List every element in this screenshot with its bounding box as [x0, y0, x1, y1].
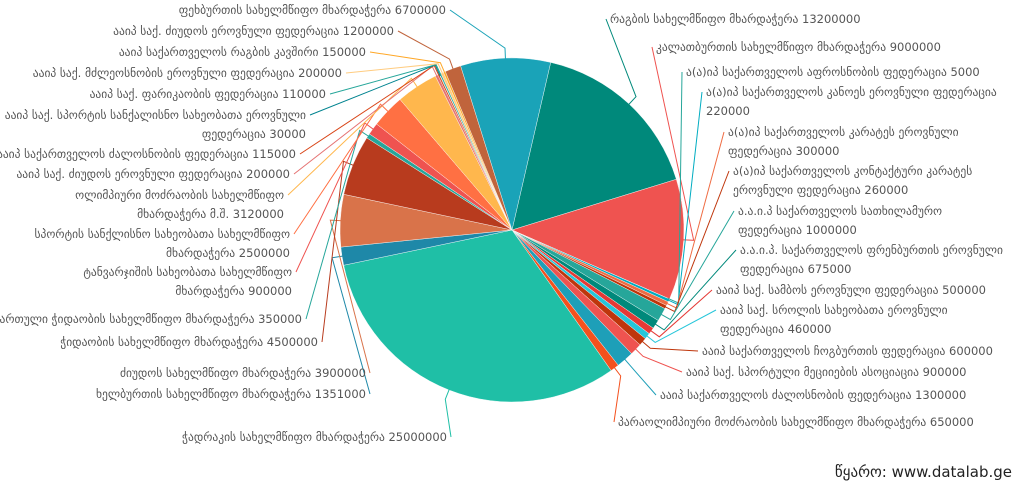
- slice-label-line: ააიპ საქ. სპორტული მეციიების ასოციაცია 9…: [686, 365, 967, 379]
- slice-label-line: ხელბურთის სახელმწიფო მხარდაჭერა 1351000: [96, 387, 366, 401]
- slice-label-line: ა(ა)იპ საქართველოს კარატეს ეროვნული: [728, 125, 959, 139]
- slice-label-line: ჭიდაობის სახელმწიფო მხარდაჭერა 4500000: [60, 335, 318, 349]
- slice-label: ააიპ საქართველოს ჩოგბურთის ფედერაცია 600…: [702, 344, 993, 358]
- slice-label-line: მხარდაჭერა მ.შ. 3120000: [137, 207, 284, 221]
- slice-label-line: ჭადრაკის სახელმწიფო მხარდაჭერა 25000000: [182, 430, 447, 444]
- leader-line: [649, 289, 713, 338]
- slice-label-line: ააიპ საქ. ფარიკაობის ფედერაცია 110000: [90, 87, 326, 101]
- leader-line: [634, 347, 683, 373]
- slice-label-line: ა.ა.ი.პ. საქართველოს ფრენბურთის ეროვნული: [740, 243, 1003, 257]
- leader-line: [329, 64, 442, 95]
- slice-label-line: ააიპ საქართველოს რაგბის კავშირი 150000: [119, 45, 366, 59]
- slice-label: ტანვარჯიშის სახეობათა სახელმწიფო მხარდაჭე…: [83, 265, 292, 298]
- slice-label: ა(ა)იპ საქართველოს აფროსნობის ფედერაცია …: [686, 65, 980, 79]
- leader-line: [444, 388, 452, 438]
- slice-label: ჭადრაკის სახელმწიფო მხარდაჭერა 25000000: [182, 430, 447, 444]
- leader-line: [640, 340, 699, 352]
- slice-label-line: ა(ა)იპ საქართველოს კანოეს ეროვნული ფედერ…: [706, 85, 997, 99]
- leader-line: [653, 249, 737, 331]
- slice-labels: რაგბის სახელმწიფო მხარდაჭერა 13200000 კალ…: [0, 3, 1003, 444]
- slice-label: პარაოლიმპიური მოძრაობის სახელმწიფო მხარდ…: [618, 415, 974, 429]
- slice-label-line: ააიპ საქ. მძლეოსნობის ეროვნული ფედერაცია…: [33, 66, 342, 80]
- slice-label-line: ფედერაცია 30000: [202, 127, 306, 141]
- slice-label: ააიპ საქ. სამბოს ეროვნული ფედერაცია 5000…: [716, 283, 986, 297]
- slice-label-line: ა(ა)იპ საქართველოს აფროსნობის ფედერაცია …: [686, 65, 980, 79]
- slice-label-line: ააიპ საქ. სპორტის სანქალისნო სახეობათა ე…: [5, 108, 306, 122]
- leader-line: [667, 71, 683, 304]
- leader-line: [293, 103, 390, 235]
- slice-label-line: ფეხბურთის სახელმწიფო მხარდაჭერა 6700000: [179, 3, 446, 17]
- leader-lines: [287, 9, 737, 438]
- slice-label-line: 220000: [706, 104, 750, 118]
- slice-label: ააიპ საქ. სროლის სახეობათა ეროვნული ფედერ…: [720, 303, 948, 336]
- slice-label: ააიპ საქართველოს ძალოსნობის ფედერაცია 11…: [0, 147, 296, 161]
- leader-line: [369, 51, 446, 74]
- leader-line: [645, 309, 717, 343]
- slice-label: ააიპ საქ. ძიუდოს ეროვნული ფედერაცია 2000…: [16, 167, 290, 181]
- slice-label: ა(ა)იპ საქართველოს კარატეს ეროვნული ფედერ…: [728, 125, 959, 158]
- slice-label: ააიპ საქ. ფარიკაობის ფედერაცია 110000: [90, 87, 326, 101]
- slice-label: სპორტის სანქლისნო სახეობათა სახელმწიფო მხ…: [35, 227, 290, 260]
- slice-label-line: ფედერაცია 675000: [740, 262, 852, 276]
- leader-line: [605, 18, 637, 106]
- leader-line: [329, 219, 371, 374]
- slice-label-line: პარაოლიმპიური მოძრაობის სახელმწიფო მხარდ…: [618, 415, 974, 429]
- slice-label: ააიპ საქ. მძლეოსნობის ეროვნული ფედერაცია…: [33, 66, 342, 80]
- slice-label-line: ფედერაცია 300000: [728, 144, 840, 158]
- slice-label: რაგბის სახელმწიფო მხარდაჭერა 13200000: [610, 12, 861, 26]
- leader-line: [449, 9, 506, 61]
- slice-label: ფეხბურთის სახელმწიფო მხარდაჭერა 6700000: [179, 3, 446, 17]
- slice-label-line: ააიპ საქართველოს ჩოგბურთის ფედერაცია 600…: [702, 344, 993, 358]
- slice-label: ა.ა.ი.პ. საქართველოს ფრენბურთის ეროვნული…: [740, 243, 1003, 276]
- leader-line: [345, 63, 444, 75]
- slice-label-line: ა.ა.ი.პ საქართველოს სათხილამურო: [738, 204, 942, 218]
- slice-label-line: ქართული ჭიდაობის სახელმწიფო მხარდაჭერა 3…: [0, 312, 302, 326]
- slice-label-line: ფედერაცია 460000: [720, 322, 832, 336]
- slice-label: ააიპ საქ. სპორტის სანქალისნო სახეობათა ე…: [5, 108, 306, 141]
- slice-label: ძიუდოს სახელმწიფო მხარდაჭერა 3900000: [120, 366, 366, 380]
- slice-label-line: ეროვნული ფედერაცია 260000: [733, 183, 908, 197]
- leader-line: [321, 160, 355, 343]
- slice-label-line: ა(ა)იპ საქართველოს კონტაქტური კარატეს: [733, 164, 972, 178]
- leader-line: [613, 366, 622, 423]
- slice-label: ააიპ საქართველოს ძალოსნობის ფედერაცია 13…: [660, 388, 966, 402]
- slice-label-line: ააიპ საქართველოს ძალოსნობის ფედერაცია 11…: [0, 147, 296, 161]
- slice-label-line: ააიპ საქ. სამბოს ეროვნული ფედერაცია 5000…: [716, 283, 986, 297]
- slice-label: ა.ა.ი.პ საქართველოს სათხილამურო ფედერაცია…: [738, 204, 942, 237]
- slice-label-line: რაგბის სახელმწიფო მხარდაჭერა 13200000: [610, 12, 861, 26]
- slice-label-line: ფედერაცია 1000000: [738, 223, 857, 237]
- slice-label: ააიპ საქართველოს რაგბის კავშირი 150000: [119, 45, 366, 59]
- source-label: წყარო: www.datalab.ge: [834, 463, 1012, 481]
- slice-label-line: ოლიმპიური მოძრაობის სახელმწიფო: [75, 188, 284, 202]
- slice-label-line: ააიპ საქართველოს ძალოსნობის ფედერაცია 13…: [660, 388, 966, 402]
- leader-line: [397, 30, 455, 71]
- leader-line: [305, 129, 370, 320]
- leader-line: [659, 210, 735, 321]
- slice-label-line: მხარდაჭერა 900000: [175, 284, 292, 298]
- pie-slices: [339, 57, 685, 403]
- slice-label-line: სპორტის სანქლისნო სახეობათა სახელმწიფო: [35, 227, 290, 241]
- slice-label: ა(ა)იპ საქართველოს კონტაქტური კარატეს ერო…: [733, 164, 972, 197]
- leader-line: [666, 91, 703, 306]
- slice-label: ქართული ჭიდაობის სახელმწიფო მხარდაჭერა 3…: [0, 312, 302, 326]
- leader-line: [287, 77, 419, 196]
- slice-label-line: ააიპ საქ. ძიუდოს ეროვნული ფედერაცია 2000…: [16, 167, 290, 181]
- slice-label: ჭიდაობის სახელმწიფო მხარდაჭერა 4500000: [60, 335, 318, 349]
- slice-label-line: კალათბურთის სახელმწიფო მხარდაჭერა 900000…: [656, 40, 941, 54]
- slice-label: კალათბურთის სახელმწიფო მხარდაჭერა 900000…: [656, 40, 941, 54]
- leader-line: [623, 357, 657, 396]
- slice-label: ააიპ საქ. ძიუდოს ეროვნული ფედერაცია 1200…: [113, 24, 394, 38]
- slice-label: ა(ა)იპ საქართველოს კანოეს ეროვნული ფედერ…: [706, 85, 997, 118]
- slice-label-line: ააიპ საქ. სროლის სახეობათა ეროვნული: [720, 303, 948, 317]
- slice-label: ოლიმპიური მოძრაობის სახელმწიფო მხარდაჭერა…: [75, 188, 284, 221]
- slice-label-line: მხარდაჭერა 2500000: [166, 246, 290, 260]
- slice-label-line: ძიუდოს სახელმწიფო მხარდაჭერა 3900000: [120, 366, 366, 380]
- slice-label-line: ააიპ საქ. ძიუდოს ეროვნული ფედერაცია 1200…: [113, 24, 394, 38]
- slice-label-line: ტანვარჯიშის სახეობათა სახელმწიფო: [83, 265, 292, 279]
- slice-label: ხელბურთის სახელმწიფო მხარდაჭერა 1351000: [96, 387, 366, 401]
- slice-label: ააიპ საქ. სპორტული მეციიების ასოციაცია 9…: [686, 365, 967, 379]
